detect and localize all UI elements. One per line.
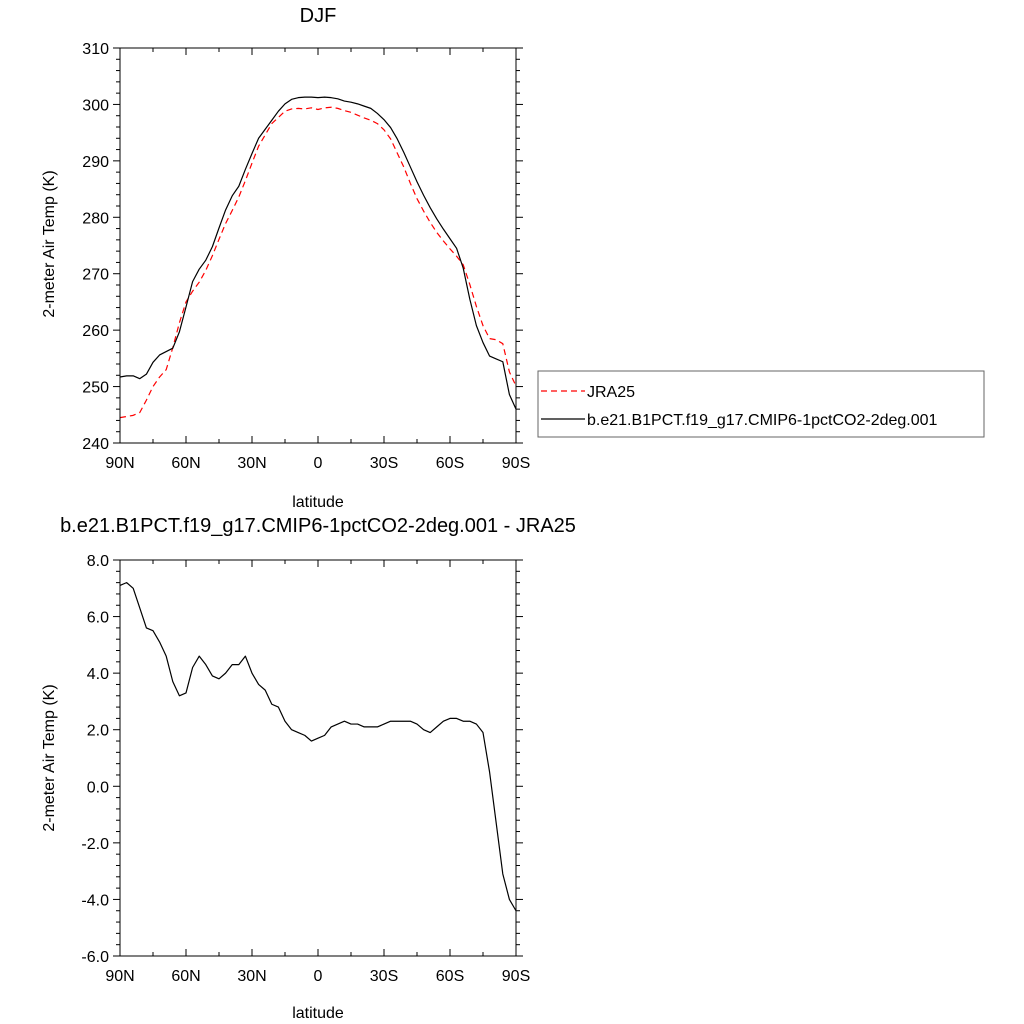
bottom-y-tick-label: 6.0 bbox=[87, 610, 109, 627]
legend-label-jra25: JRA25 bbox=[587, 384, 635, 401]
bottom-x-tick-label: 30N bbox=[237, 968, 266, 985]
top-y-axis-label: 2-meter Air Temp (K) bbox=[41, 170, 58, 317]
top-x-tick-label: 90N bbox=[105, 455, 134, 472]
top-y-tick-label: 260 bbox=[82, 323, 109, 340]
bottom-chart-title: b.e21.B1PCT.f19_g17.CMIP6-1pctCO2-2deg.0… bbox=[60, 515, 576, 537]
top-y-tick-label: 240 bbox=[82, 436, 109, 453]
legend-box bbox=[537, 370, 985, 438]
bottom-y-tick-label: -6.0 bbox=[81, 949, 109, 966]
top-x-tick-label: 30N bbox=[237, 455, 266, 472]
bottom-x-tick-label: 90S bbox=[502, 968, 530, 985]
bottom-y-tick-label: 2.0 bbox=[87, 723, 109, 740]
bottom-series-layer bbox=[119, 582, 517, 912]
bottom-series-line-0 bbox=[119, 582, 517, 912]
bottom-y-axis-label: 2-meter Air Temp (K) bbox=[41, 684, 58, 831]
bottom-axes: 90N 60N 30N 0 30S 60S 90S -6.0 -4.0 -2.0 0.0 2.0 4.0… bbox=[81, 553, 530, 985]
bottom-x-tick-label: 0 bbox=[314, 968, 323, 985]
top-series-line-0 bbox=[119, 106, 517, 419]
bottom-y-tick-label: -4.0 bbox=[81, 892, 109, 909]
top-y-tick-label: 290 bbox=[82, 154, 109, 171]
top-y-tick-label: 310 bbox=[82, 41, 109, 58]
top-series-line-1 bbox=[119, 96, 517, 410]
top-x-tick-label: 60S bbox=[436, 455, 464, 472]
bottom-chart: b.e21.B1PCT.f19_g17.CMIP6-1pctCO2-2deg.0… bbox=[41, 515, 576, 1022]
top-x-tick-label: 0 bbox=[314, 455, 323, 472]
top-x-axis-label: latitude bbox=[292, 494, 344, 511]
bottom-x-tick-label: 90N bbox=[105, 968, 134, 985]
bottom-x-tick-label: 30S bbox=[370, 968, 398, 985]
top-chart-title: DJF bbox=[300, 5, 337, 27]
top-x-tick-label: 30S bbox=[370, 455, 398, 472]
top-x-tick-label: 90S bbox=[502, 455, 530, 472]
top-y-tick-label: 270 bbox=[82, 267, 109, 284]
legend: JRA25 b.e21.B1PCT.f19_g17.CMIP6-1pctCO2-… bbox=[537, 370, 985, 438]
bottom-x-tick-label: 60N bbox=[171, 968, 200, 985]
top-y-tick-label: 250 bbox=[82, 380, 109, 397]
top-y-tick-label: 280 bbox=[82, 210, 109, 227]
top-series-layer bbox=[119, 96, 517, 419]
bottom-x-tick-label: 60S bbox=[436, 968, 464, 985]
top-x-tick-label: 60N bbox=[171, 455, 200, 472]
bottom-y-tick-label: -2.0 bbox=[81, 836, 109, 853]
legend-label-model: b.e21.B1PCT.f19_g17.CMIP6-1pctCO2-2deg.0… bbox=[587, 412, 938, 429]
top-axes: 90N 60N 30N 0 30S 60S 90S 240 250 260 270 280 290 300… bbox=[82, 41, 530, 472]
bottom-x-axis-label: latitude bbox=[292, 1005, 344, 1022]
bottom-y-tick-label: 0.0 bbox=[87, 779, 109, 796]
bottom-y-tick-label: 4.0 bbox=[87, 666, 109, 683]
bottom-y-tick-label: 8.0 bbox=[87, 553, 109, 570]
top-y-tick-label: 300 bbox=[82, 97, 109, 114]
top-chart: DJF 90N 60N 30N 0 30S 60S 90S 240 250 260 270 280 29… bbox=[41, 5, 985, 511]
